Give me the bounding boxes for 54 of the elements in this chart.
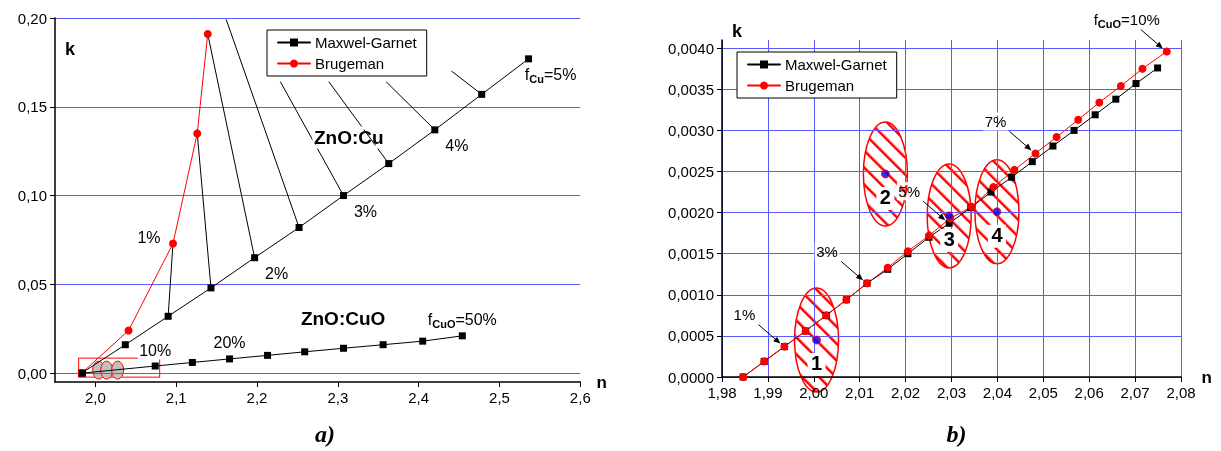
y-tick-label: 0,0040 [668,39,714,57]
text: b) [946,421,967,447]
y-tick-label: 0,0005 [668,327,714,345]
legend-label: Brugeman [315,55,385,72]
legend-label: Brugeman [785,77,855,94]
y-tick-label: 0,00 [17,364,47,382]
annotation: 1% [733,306,756,324]
x-tick-label: 2,1 [165,389,187,406]
x-axis-title: n [596,372,608,392]
y-tick-label: 0,20 [17,9,47,27]
annotation: 4% [445,137,469,155]
x-tick-label: 2,5 [489,389,510,406]
x-tick-label: 1,98 [707,384,737,401]
text: a) [315,421,335,447]
y-tick-label: 0,0030 [668,121,714,139]
x-tick-label: 2,0 [84,389,106,406]
y-tick-label: 0,0025 [668,163,714,181]
x-tick-label: 2,04 [982,384,1012,401]
x-tick-label: 2,05 [1028,384,1058,401]
legend-label: Maxwel-Garnet [315,34,418,51]
annotation: 20% [213,334,246,352]
annotation: 2 [879,185,891,208]
annotation: 1% [137,229,161,246]
x-tick-label: 2,02 [891,384,921,401]
legend-label: Maxwel-Garnet [785,56,888,73]
x-tick-label: 2,4 [408,389,430,406]
y-tick-label: 0,05 [17,275,47,293]
x-tick-label: 2,00 [799,384,829,401]
y-tick-label: 0,15 [17,98,47,116]
annotation: 1 [810,352,823,375]
x-tick-label: 2,6 [569,389,591,406]
y-tick-label: 0,0010 [668,286,714,304]
y-tick-label: 0,0015 [668,245,714,263]
x-axis-title: n [1201,367,1212,387]
x-tick-label: 2,3 [327,389,349,406]
x-tick-label: 2,06 [1074,384,1104,401]
annotation: ZnO:CuO [300,308,386,330]
x-tick-label: 2,03 [936,384,967,401]
x-tick-label: 2,08 [1166,384,1196,401]
x-tick-label: 1,99 [753,384,783,401]
x-tick-label: 2,01 [845,384,875,401]
y-tick-label: 0,0035 [668,80,714,98]
y-tick-label: 0,10 [17,187,47,205]
y-tick-label: 0,0020 [668,204,714,222]
x-tick-label: 2,2 [246,389,268,406]
y-axis-title: k [732,21,743,41]
x-tick-label: 2,07 [1120,384,1150,401]
annotation: 2% [265,265,289,283]
y-tick-label: 0,0000 [668,368,714,386]
annotation: 3% [353,203,378,221]
annotation: 10% [139,341,172,359]
y-axis-title: k [65,39,76,59]
annotation: 4 [991,223,1004,246]
annotation: 3 [943,227,955,250]
